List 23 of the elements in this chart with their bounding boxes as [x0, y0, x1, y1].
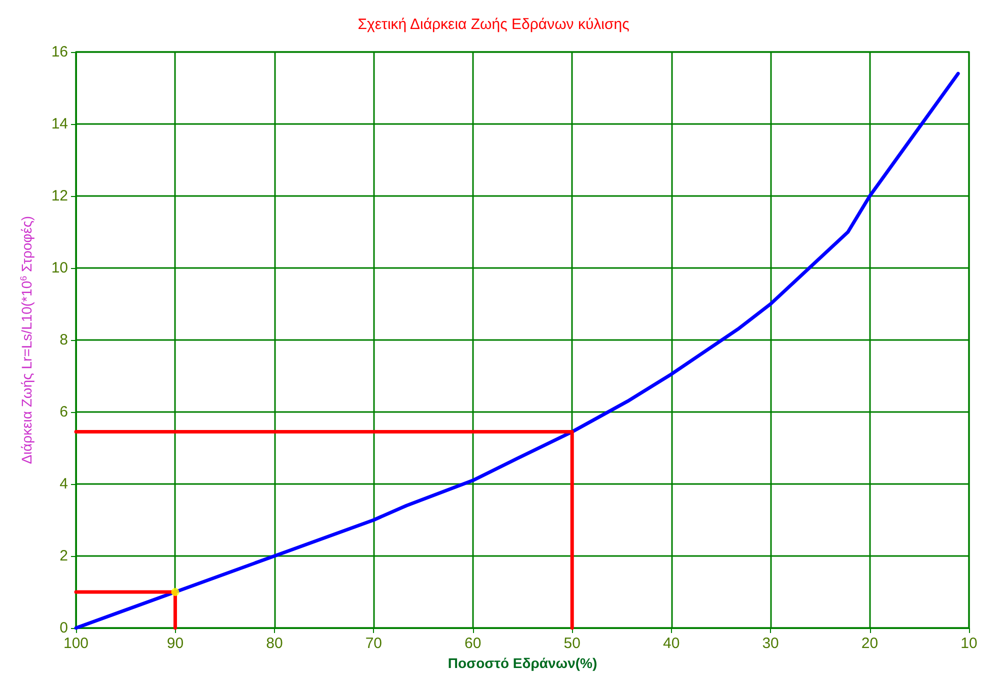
- x-tick-label: 100: [63, 635, 89, 652]
- y-tick-label: 10: [51, 260, 68, 276]
- y-axis-title: Διάρκεια Ζωής Lr=Ls/L10(*106 Στροφές): [18, 216, 34, 464]
- x-tick-label: 30: [762, 635, 779, 652]
- line-series: [74, 72, 960, 630]
- chart-title: Σχετική Διάρκεια Ζωής Εδράνων κύλισης: [358, 16, 630, 33]
- x-tick-label: 10: [960, 635, 978, 652]
- y-tick-label: 16: [51, 44, 68, 60]
- x-tick-label: 20: [861, 635, 878, 652]
- x-tick-label: 80: [266, 635, 283, 652]
- y-tick-label: 12: [51, 188, 68, 204]
- x-tick-label: 70: [365, 635, 382, 652]
- y-tick-label: 8: [60, 332, 68, 348]
- x-tick-label: 40: [662, 635, 680, 652]
- y-tick-label: 0: [60, 620, 68, 636]
- y-tick-label: 6: [60, 404, 68, 420]
- y-tick-label: 4: [60, 476, 68, 492]
- y-tick-label: 2: [60, 548, 68, 564]
- x-tick-label: 60: [464, 635, 482, 652]
- y-tick-label: 14: [51, 116, 68, 132]
- x-tick-label: 50: [564, 635, 580, 652]
- x-tick-label: 90: [166, 635, 184, 652]
- x-axis-title: Ποσοστό Εδράνων(%): [448, 654, 598, 671]
